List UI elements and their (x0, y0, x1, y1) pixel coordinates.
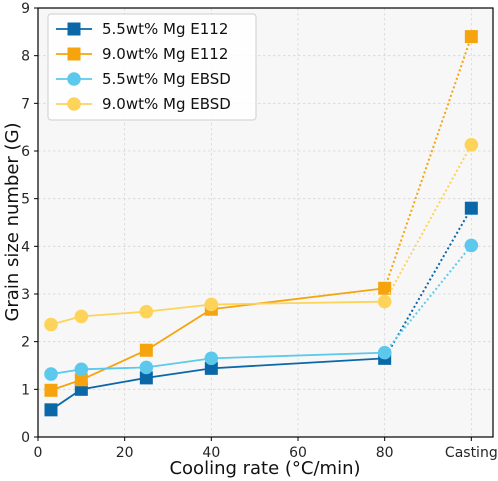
legend-box (47, 13, 257, 121)
casting-connector (383, 244, 473, 354)
legend-label: 9.0wt% Mg E112 (102, 45, 228, 63)
legend-marker (67, 47, 81, 61)
y-tick-label: 7 (21, 96, 30, 112)
legend-marker (67, 22, 81, 36)
data-point (139, 360, 154, 375)
x-tick-label: 20 (116, 445, 134, 461)
legend-item: 5.5wt% Mg E112 (56, 20, 228, 38)
x-tick-label: 80 (376, 445, 394, 461)
data-point (204, 351, 219, 366)
data-point (204, 297, 219, 312)
y-axis-title: Grain size number (G) (2, 122, 23, 321)
y-tick-label: 5 (21, 192, 30, 208)
casting-data-point (464, 238, 479, 253)
data-point (74, 309, 89, 324)
data-point (139, 371, 153, 385)
data-point (139, 343, 153, 357)
y-tick-label: 6 (21, 144, 30, 160)
y-tick-label: 2 (21, 335, 30, 351)
x-tick-label: 0 (34, 445, 43, 461)
data-point (44, 383, 58, 397)
legend-label: 5.5wt% Mg E112 (102, 20, 228, 38)
axes: 0 1 2 3 4 5 6 7 8 9 0 20 40 60 80 Casting (21, 1, 498, 461)
casting-data-point (464, 138, 479, 152)
legend: 5.5wt% Mg E112 9.0wt% Mg E112 5.5wt% Mg EB… (47, 13, 257, 121)
x-tick-label: 40 (202, 445, 220, 461)
y-tick-label: 0 (21, 430, 30, 446)
data-point (44, 403, 58, 417)
y-tick-label: 9 (21, 1, 30, 17)
legend-marker (67, 97, 81, 111)
series-2 (44, 30, 478, 397)
x-tick-label: Casting (445, 445, 498, 461)
data-point (139, 304, 154, 319)
legend-label: 5.5wt% Mg EBSD (102, 70, 231, 88)
data-point (44, 367, 58, 381)
y-tick-label: 1 (21, 382, 30, 398)
legend-item: 9.0wt% Mg E112 (56, 45, 228, 63)
legend-label: 9.0wt% Mg EBSD (102, 95, 231, 113)
casting-data-point (464, 201, 478, 215)
data-point (74, 373, 88, 387)
y-tick-label: 8 (21, 49, 30, 65)
data-point (377, 294, 392, 309)
x-axis-title: Cooling rate (°C/min) (169, 458, 360, 479)
data-point (44, 317, 58, 332)
y-tick-label: 4 (21, 239, 30, 255)
data-point (378, 281, 392, 295)
data-point (377, 345, 392, 360)
series-3 (44, 238, 479, 381)
casting-connector (383, 36, 473, 289)
y-tick-label: 3 (21, 287, 30, 303)
casting-data-point (464, 30, 478, 44)
data-point (74, 362, 89, 377)
legend-marker (67, 72, 81, 86)
casting-connector (383, 144, 473, 303)
data-point (204, 361, 218, 375)
plot-frame (37, 7, 494, 438)
legend-item: 5.5wt% Mg EBSD (56, 70, 231, 88)
x-tick-label: 60 (289, 445, 307, 461)
legend-item: 9.0wt% Mg EBSD (56, 95, 231, 113)
series-layer (44, 30, 479, 417)
series-4 (44, 138, 479, 332)
